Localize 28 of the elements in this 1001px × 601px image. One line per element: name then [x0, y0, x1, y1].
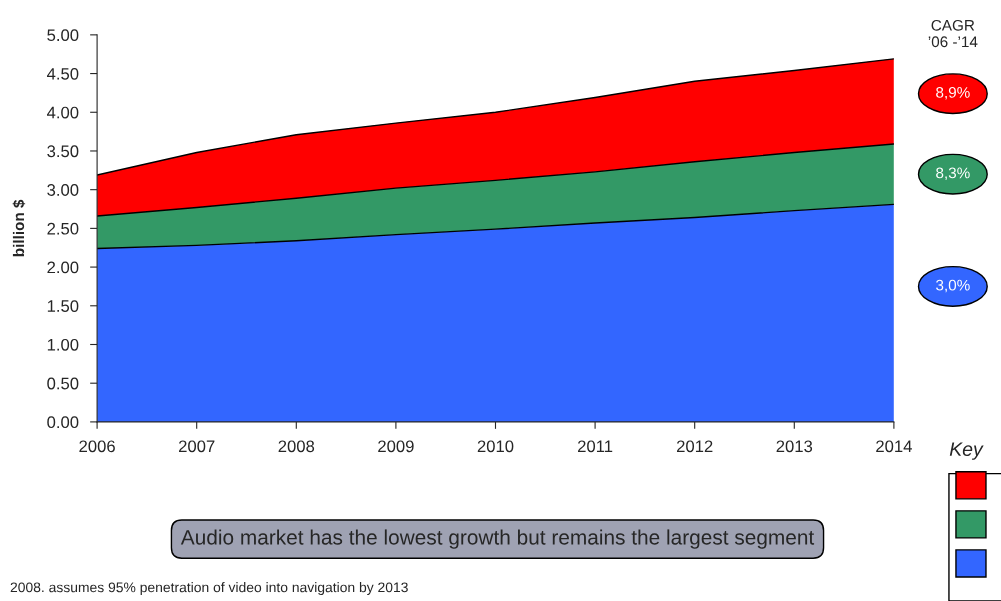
y-tick-label: 0.00 [47, 416, 79, 429]
x-tick-label: 2009 [378, 440, 414, 453]
y-tick-label: 5.00 [47, 29, 79, 42]
y-tick-label: 2.00 [47, 261, 79, 274]
y-tick-label: 1.00 [47, 338, 79, 351]
y-tick-label: 3.00 [47, 184, 79, 196]
y-tick-label: 1.50 [47, 300, 79, 312]
text: 8,9% [936, 86, 970, 100]
text: Audio market has the lowest growth but remains the largest segment [180, 529, 815, 549]
text: Key [949, 442, 984, 460]
y-tick-label: 4.50 [46, 67, 79, 80]
y-tick-label: 3.50 [47, 145, 79, 158]
y-axis-title: billion $ [12, 199, 26, 257]
text: CAGR ’06 -’14 [928, 19, 978, 48]
text: 8,3% [936, 167, 970, 181]
y-tick-label: 0.50 [47, 377, 79, 390]
text: 3,0% [936, 279, 970, 293]
y-tick-label: 4.00 [46, 106, 79, 119]
x-tick-label: 2014 [876, 440, 912, 453]
x-tick-label: 2008 [278, 440, 315, 453]
text: 2008. assumes 95% penetration of video into navigation by 2013 [10, 582, 408, 595]
x-tick-label: 2010 [477, 440, 514, 453]
y-tick-label: 2.50 [47, 222, 79, 235]
x-tick-label: 2006 [79, 440, 115, 453]
x-tick-label: 2012 [677, 440, 713, 453]
x-tick-label: 2013 [776, 440, 813, 453]
x-tick-label: 2011 [578, 440, 613, 453]
x-tick-label: 2007 [179, 440, 215, 453]
